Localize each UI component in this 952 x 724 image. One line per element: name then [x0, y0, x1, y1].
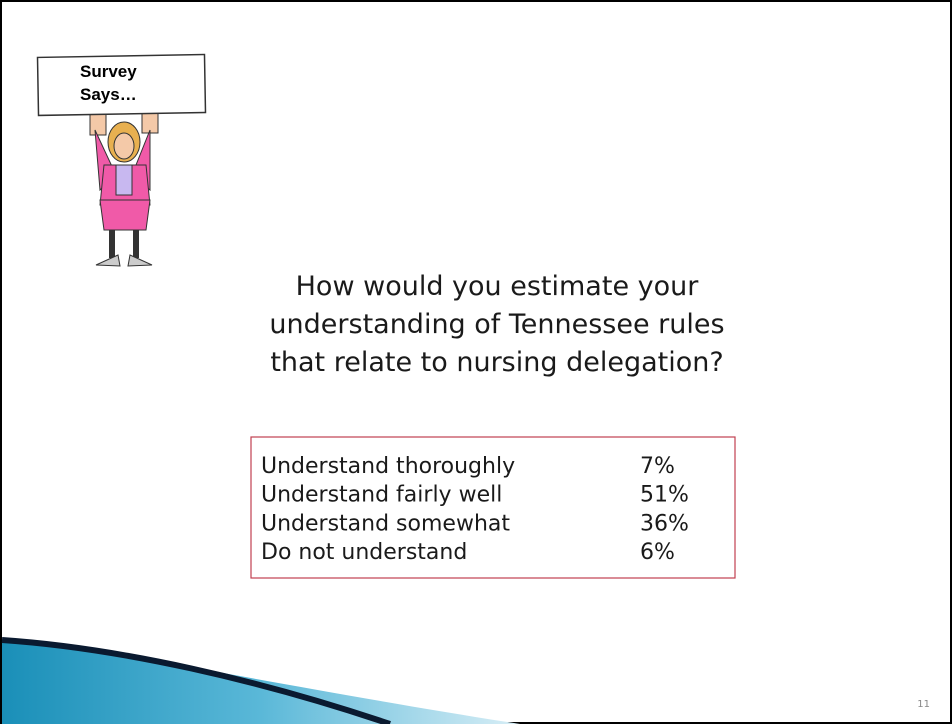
row-value: 6% [640, 540, 675, 565]
sign-line: Says… [80, 85, 137, 104]
row-label: Understand thoroughly [261, 454, 515, 479]
question-line: How would you estimate your [296, 271, 700, 302]
row-label: Do not understand [261, 540, 467, 565]
row-label: Understand somewhat [261, 511, 510, 536]
row-label: Understand fairly well [261, 483, 502, 508]
question-line: that relate to nursing delegation? [270, 347, 723, 378]
row-value: 51% [640, 483, 689, 508]
question-line: understanding of Tennessee rules [269, 309, 724, 340]
slide-canvas: Survey Says… How would you estimate your… [0, 0, 952, 724]
row-value: 36% [640, 511, 689, 536]
sign-line: Survey [80, 62, 137, 81]
row-value: 7% [640, 454, 675, 479]
slide-number: 11 [917, 699, 930, 710]
slide: Survey Says… How would you estimate your… [0, 0, 952, 724]
